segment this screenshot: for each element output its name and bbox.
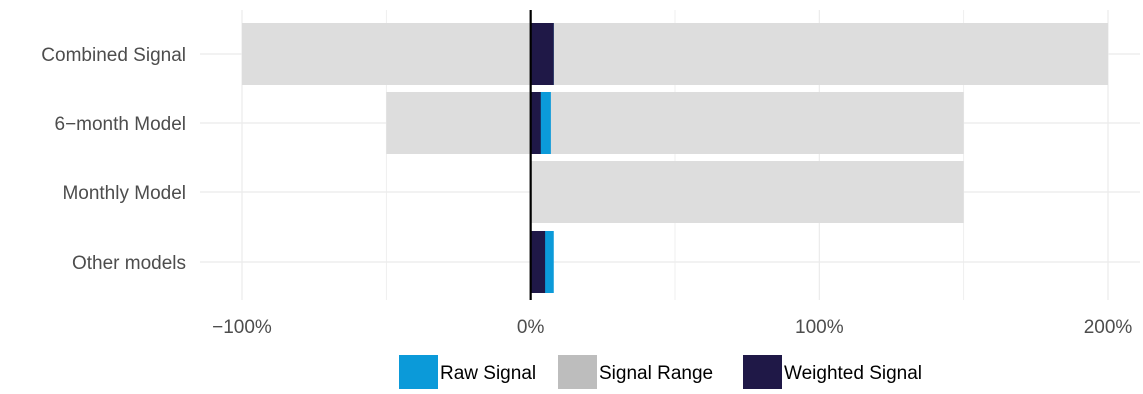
axis-layer: Combined Signal 6−month Model Monthly Mode… — [41, 10, 1132, 338]
bar-signal-range — [530, 161, 964, 223]
legend-label: Raw Signal — [440, 363, 536, 384]
y-tick-label: Monthly Model — [62, 183, 186, 204]
y-tick-label: Combined Signal — [41, 45, 186, 66]
legend-swatch — [399, 355, 438, 389]
bar-signal-range — [386, 92, 964, 154]
x-tick-label: 200% — [1084, 317, 1133, 338]
bar-weighted-signal — [530, 23, 554, 85]
x-tick-label: −100% — [212, 317, 272, 338]
legend-label: Signal Range — [599, 363, 713, 384]
legend: Raw Signal Signal Range Weighted Signal — [399, 355, 922, 389]
y-tick-label: Other models — [72, 253, 186, 274]
bar-weighted-signal — [530, 231, 546, 293]
legend-label: Weighted Signal — [784, 363, 922, 384]
legend-swatch — [558, 355, 597, 389]
bar-layer — [242, 23, 1108, 293]
x-tick-label: 0% — [517, 317, 545, 338]
x-tick-label: 100% — [795, 317, 844, 338]
bar-weighted-signal — [530, 92, 541, 154]
y-tick-label: 6−month Model — [55, 114, 187, 135]
bar-signal-range — [242, 23, 1108, 85]
legend-swatch — [743, 355, 782, 389]
